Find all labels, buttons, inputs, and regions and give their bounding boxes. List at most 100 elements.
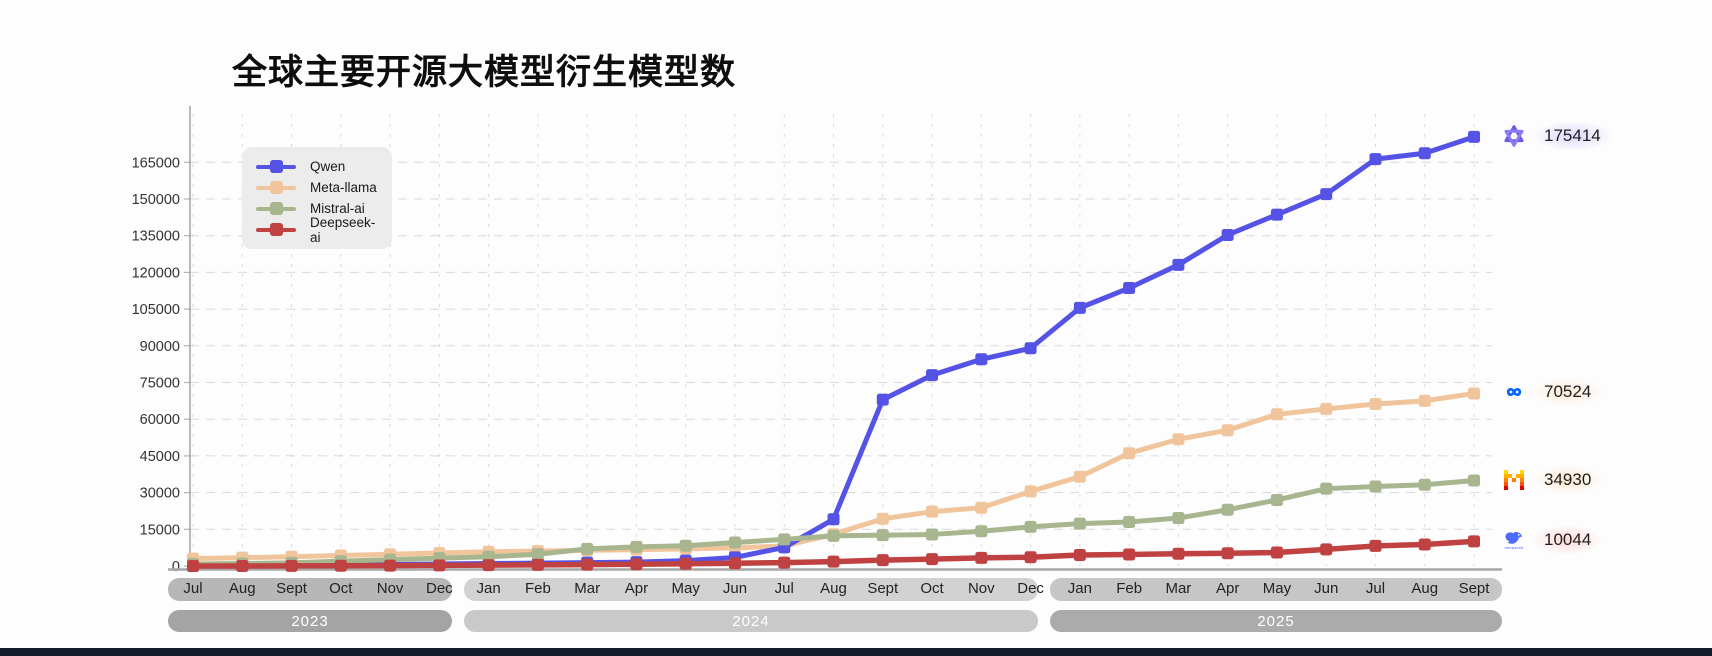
data-point-mistral-ai	[975, 525, 988, 538]
data-point-mistral-ai	[531, 548, 544, 561]
months-bar-2024	[464, 578, 1038, 601]
data-point-deepseek-ai	[384, 559, 397, 572]
legend-swatch	[256, 181, 296, 194]
data-point-deepseek-ai	[285, 559, 298, 572]
month-label: Aug	[1411, 580, 1439, 597]
month-label: Oct	[920, 580, 944, 597]
data-point-meta-llama	[1418, 394, 1431, 407]
data-point-deepseek-ai	[433, 559, 446, 572]
legend-swatch	[256, 202, 296, 215]
data-point-meta-llama	[926, 505, 939, 518]
legend-item-meta-llama[interactable]: Meta-llama	[256, 177, 380, 198]
end-value: 175414	[1534, 121, 1611, 150]
end-label-deepseek-ai: deepseek 10044	[1502, 526, 1602, 555]
data-point-qwen	[1270, 208, 1283, 221]
end-value: 34930	[1534, 465, 1602, 494]
month-label: Jun	[722, 580, 748, 597]
data-point-deepseek-ai	[728, 557, 741, 570]
data-point-deepseek-ai	[1369, 539, 1382, 552]
month-label: Sept	[1458, 580, 1490, 597]
data-point-meta-llama	[1270, 408, 1283, 421]
deepseek-wordmark: deepseek	[1504, 545, 1524, 551]
data-point-qwen	[975, 353, 988, 366]
legend-swatch	[256, 160, 296, 173]
legend-label: Deepseek-ai	[310, 214, 376, 245]
month-label: Dec	[426, 580, 453, 597]
data-point-deepseek-ai	[482, 559, 495, 572]
year-bar-2025	[1050, 610, 1502, 632]
data-point-mistral-ai	[1073, 517, 1086, 530]
data-point-deepseek-ai	[1024, 551, 1037, 564]
month-label: Sept	[867, 580, 899, 597]
legend-item-deepseek-ai[interactable]: Deepseek-ai	[256, 215, 380, 245]
year-label: 2023	[291, 613, 329, 630]
data-point-mistral-ai	[876, 529, 889, 542]
data-point-meta-llama	[876, 512, 889, 525]
y-tick-label: 0	[172, 559, 180, 575]
month-label: Jan	[1067, 580, 1092, 597]
months-bar-2023	[168, 578, 452, 601]
y-tick-label: 120000	[132, 265, 180, 281]
year-label: 2024	[732, 613, 770, 630]
legend-label: Mistral-ai	[310, 201, 365, 216]
data-point-qwen	[876, 393, 889, 406]
month-label: Sept	[276, 580, 307, 597]
deepseek-icon-box: deepseek	[1502, 528, 1526, 552]
data-point-qwen	[1369, 153, 1382, 166]
month-label: Mar	[574, 580, 601, 597]
legend-item-qwen[interactable]: Qwen	[256, 156, 380, 177]
month-label: Jun	[1314, 580, 1339, 597]
data-point-deepseek-ai	[1123, 548, 1136, 561]
data-point-mistral-ai	[630, 540, 643, 553]
month-label: Jul	[774, 580, 794, 597]
legend-label: Meta-llama	[310, 180, 377, 195]
bottom-edge-bar	[0, 648, 1712, 656]
end-value: 10044	[1534, 526, 1602, 555]
data-point-mistral-ai	[1320, 482, 1333, 495]
y-tick-label: 30000	[140, 486, 180, 502]
data-point-mistral-ai	[1221, 503, 1234, 516]
month-label: Jul	[183, 580, 203, 597]
data-point-deepseek-ai	[334, 559, 347, 572]
month-label: Nov	[967, 580, 995, 597]
month-label: Dec	[1017, 580, 1044, 597]
deepseek-icon	[1505, 532, 1522, 545]
legend-swatch	[256, 223, 296, 236]
data-point-meta-llama	[1468, 387, 1481, 400]
data-point-deepseek-ai	[1418, 538, 1431, 551]
data-point-meta-llama	[1172, 433, 1185, 446]
data-point-meta-llama	[975, 501, 988, 514]
data-point-meta-llama	[1024, 485, 1037, 498]
data-point-qwen	[1073, 301, 1086, 314]
legend-item-mistral-ai[interactable]: Mistral-ai	[256, 198, 380, 219]
data-point-deepseek-ai	[926, 553, 939, 566]
data-point-meta-llama	[1320, 402, 1333, 415]
end-label-mistral-ai: 34930	[1502, 465, 1602, 494]
data-point-mistral-ai	[1369, 480, 1382, 493]
month-label: Mar	[1165, 580, 1192, 597]
y-tick-label: 90000	[140, 339, 180, 355]
end-label-meta-llama: 70524	[1502, 378, 1602, 407]
meta-icon	[1506, 388, 1522, 397]
data-point-mistral-ai	[581, 542, 594, 555]
y-tick-label: 105000	[132, 302, 180, 318]
data-point-mistral-ai	[827, 529, 840, 542]
data-point-qwen	[827, 513, 840, 526]
month-label: Aug	[820, 580, 847, 597]
data-point-mistral-ai	[1270, 493, 1283, 506]
month-label: Feb	[524, 580, 551, 597]
data-point-deepseek-ai	[778, 556, 791, 569]
y-tick-label: 60000	[140, 412, 180, 428]
data-point-deepseek-ai	[236, 560, 249, 572]
data-point-qwen	[1024, 342, 1037, 355]
data-point-mistral-ai	[1123, 515, 1136, 528]
data-point-qwen	[1468, 130, 1481, 143]
y-tick-label: 150000	[132, 192, 180, 208]
data-point-qwen	[926, 369, 939, 382]
data-point-mistral-ai	[679, 539, 692, 552]
data-point-mistral-ai	[1024, 520, 1037, 533]
data-point-deepseek-ai	[1270, 546, 1283, 559]
data-point-qwen	[1418, 147, 1431, 160]
